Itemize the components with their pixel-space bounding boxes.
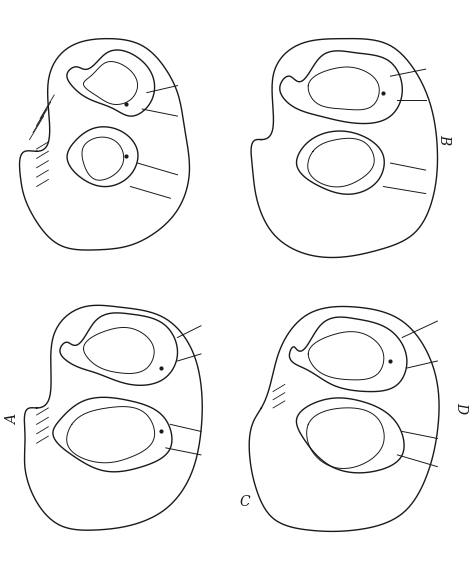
Polygon shape xyxy=(53,397,172,472)
Text: C: C xyxy=(239,495,250,509)
Polygon shape xyxy=(83,62,137,104)
Polygon shape xyxy=(296,398,404,473)
Text: B: B xyxy=(438,134,451,144)
Polygon shape xyxy=(82,137,124,180)
Text: A: A xyxy=(6,415,20,425)
Polygon shape xyxy=(280,51,402,123)
Polygon shape xyxy=(67,127,138,187)
Polygon shape xyxy=(290,317,407,392)
Text: D: D xyxy=(454,403,468,413)
Polygon shape xyxy=(67,50,155,116)
Polygon shape xyxy=(297,131,384,194)
Polygon shape xyxy=(60,313,177,385)
